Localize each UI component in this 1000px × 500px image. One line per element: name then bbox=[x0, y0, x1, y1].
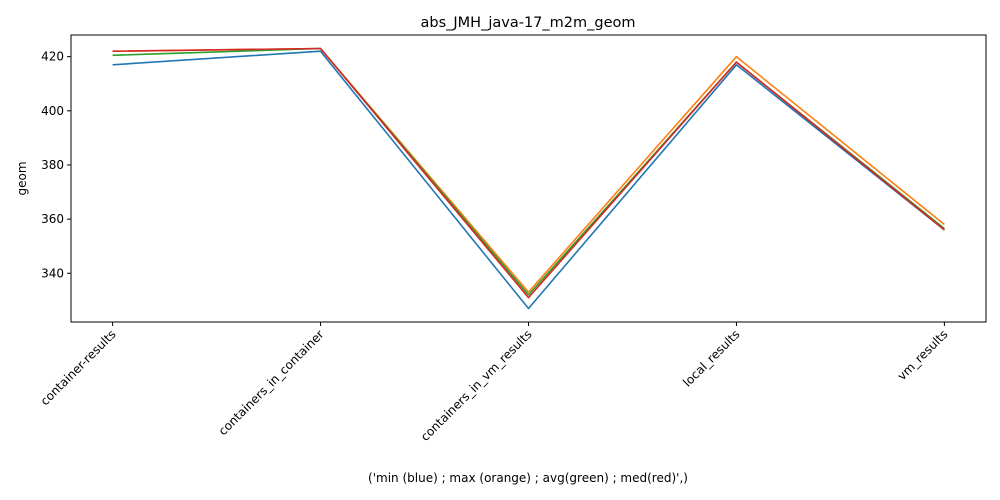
series-line-avg bbox=[112, 47, 945, 296]
x-axis: container-results containers_in_container… bbox=[38, 322, 951, 444]
x-tick-label: container-results bbox=[38, 327, 119, 408]
y-axis-label: geom bbox=[15, 161, 29, 195]
x-tick-label: containers_in_vm_results bbox=[418, 327, 535, 444]
plot-frame bbox=[70, 34, 987, 323]
series-line-max bbox=[112, 47, 945, 294]
series-line-min bbox=[112, 50, 945, 310]
x-tick-label: local_results bbox=[680, 327, 742, 389]
y-tick-label: 400 bbox=[41, 104, 64, 118]
series-group bbox=[112, 47, 945, 310]
x-tick-label: containers_in_container bbox=[216, 327, 327, 438]
x-axis-label: ('min (blue) ; max (orange) ; avg(green)… bbox=[368, 471, 688, 485]
y-axis: 340 360 380 400 420 bbox=[41, 50, 71, 280]
y-tick-label: 340 bbox=[41, 266, 64, 280]
x-tick-label: vm_results bbox=[895, 327, 951, 383]
y-tick-label: 420 bbox=[41, 50, 64, 64]
chart-title: abs_JMH_java-17_m2m_geom bbox=[421, 15, 636, 31]
y-tick-label: 360 bbox=[41, 212, 64, 226]
series-line-med bbox=[112, 47, 945, 299]
y-tick-label: 380 bbox=[41, 158, 64, 172]
